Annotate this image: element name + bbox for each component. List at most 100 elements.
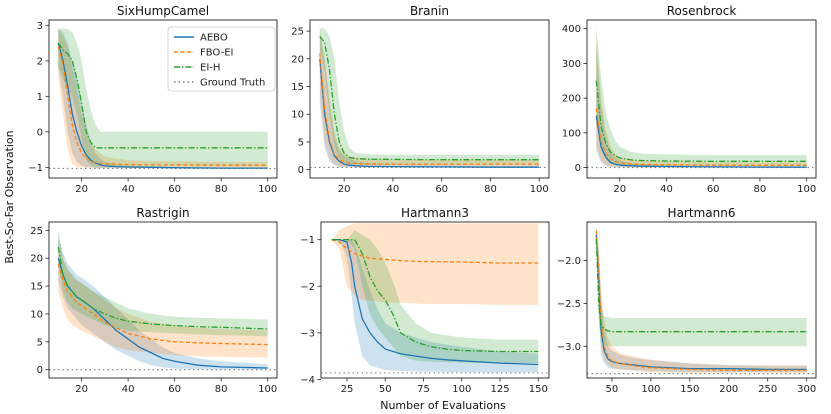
x-tick-label: 50 — [606, 384, 619, 395]
x-tick-label: 50 — [379, 384, 392, 395]
y-tick-label: 5 — [37, 337, 43, 348]
figure-ylabel: Best-So-Far Observation — [3, 130, 16, 263]
band-aebo — [331, 239, 539, 373]
x-tick-label: 75 — [417, 384, 430, 395]
line-fbo-ei — [595, 230, 807, 371]
axes-frame — [320, 221, 550, 379]
line-ei-h — [57, 42, 268, 149]
axes-frame — [309, 19, 550, 179]
band-ei-h — [596, 234, 807, 347]
y-tick-label: 15 — [291, 82, 304, 93]
legend-label-ei-h: EI-H — [200, 63, 220, 74]
y-tick-label: 0 — [37, 127, 43, 138]
band-fbo-ei — [331, 223, 539, 305]
legend-frame — [167, 26, 276, 92]
band-fbo-ei — [319, 31, 540, 168]
band-aebo — [596, 230, 807, 372]
line-ei-h — [57, 246, 268, 330]
line-ei-h — [319, 36, 540, 161]
panel-branin: 20 40 60 80 100 0 5 10 15 20 25 Branin — [291, 4, 550, 195]
y-tick-label: 20 — [291, 54, 304, 65]
line-fbo-ei — [331, 239, 539, 264]
panel-rosenbrock: 20 40 60 80 100 0 100 200 300 400 Rosenbrock — [562, 4, 817, 195]
band-fbo-ei — [58, 28, 268, 169]
x-tick-label: 100 — [452, 384, 471, 395]
x-tick-label: 60 — [168, 184, 181, 195]
line-aebo — [595, 115, 807, 168]
y-tick-label: 300 — [562, 59, 581, 70]
y-tick-label: 10 — [291, 110, 304, 121]
y-tick-label: −1 — [28, 163, 43, 174]
x-tick-label: 125 — [490, 384, 509, 395]
y-tick-label: 10 — [30, 309, 43, 320]
x-tick-label: 100 — [258, 384, 277, 395]
y-tick-label: 200 — [562, 94, 581, 105]
x-tick-label: 20 — [75, 384, 88, 395]
plot-area — [310, 28, 549, 169]
line-fbo-ei — [319, 53, 540, 165]
band-aebo — [319, 31, 540, 168]
x-tick-label: 40 — [122, 184, 135, 195]
x-tick-label: 100 — [530, 184, 549, 195]
y-tick-label: 5 — [298, 137, 304, 148]
y-tick-label: −2.5 — [557, 299, 581, 310]
figure-xlabel: Number of Evaluations — [380, 399, 506, 412]
band-aebo — [58, 235, 268, 370]
y-tick-label: 3 — [37, 21, 43, 32]
x-tick-label: 20 — [613, 184, 626, 195]
x-tick-label: 100 — [258, 184, 277, 195]
panel-title: Hartmann6 — [668, 206, 736, 220]
x-tick-label: 20 — [338, 184, 351, 195]
x-tick-label: 60 — [168, 384, 181, 395]
plot-area — [321, 223, 549, 374]
line-aebo — [331, 239, 539, 366]
band-ei-h — [58, 230, 268, 337]
panel-rastrigin: 20 40 60 80 100 0 5 10 15 20 25 Rastrigin — [30, 206, 278, 395]
line-aebo — [57, 42, 268, 169]
band-ei-h — [319, 28, 540, 165]
x-tick-label: 60 — [435, 184, 448, 195]
x-tick-label: 150 — [680, 384, 699, 395]
line-fbo-ei — [595, 108, 807, 166]
x-tick-label: 40 — [660, 184, 673, 195]
axes-frame — [48, 221, 278, 379]
y-tick-label: 2 — [37, 56, 43, 67]
band-ei-h — [331, 230, 539, 364]
line-aebo — [595, 234, 807, 371]
x-tick-label: 100 — [641, 384, 660, 395]
y-tick-label: −4 — [300, 375, 315, 386]
panel-title: Rastrigin — [136, 206, 189, 220]
band-aebo — [596, 46, 807, 168]
y-tick-label: −2.0 — [557, 256, 581, 267]
x-tick-label: 40 — [122, 384, 135, 395]
y-tick-label: 0 — [37, 365, 43, 376]
x-tick-label: 80 — [754, 184, 767, 195]
y-tick-label: 15 — [30, 282, 43, 293]
x-tick-label: 150 — [529, 384, 548, 395]
line-aebo — [57, 258, 268, 369]
y-tick-label: 25 — [291, 27, 304, 38]
panel-hartmann6: 50 100 150 200 250 300 −2.0 −2.5 −3.0 Hartmann6 — [557, 206, 817, 395]
legend-label-fbo-ei: FBO-EI — [200, 48, 233, 59]
panel-sixhumpcamel: 20 40 60 80 100 −1 0 1 2 3 SixHumpCamel — [28, 4, 278, 195]
panel-title: Rosenbrock — [667, 4, 737, 18]
x-tick-label: 250 — [758, 384, 777, 395]
legend-label-ground-truth: Ground Truth — [200, 78, 265, 89]
x-tick-label: 40 — [387, 184, 400, 195]
y-tick-label: 25 — [30, 226, 43, 237]
axes-frame — [586, 221, 817, 379]
y-tick-label: −3 — [300, 328, 315, 339]
axes-frame — [586, 19, 817, 179]
band-aebo — [58, 28, 268, 169]
band-ei-h — [596, 28, 807, 166]
y-tick-label: 400 — [562, 24, 581, 35]
y-tick-label: 0 — [575, 163, 581, 174]
band-fbo-ei — [58, 241, 268, 358]
y-tick-label: 0 — [298, 165, 304, 176]
y-tick-label: −3.0 — [557, 342, 581, 353]
line-ei-h — [595, 239, 807, 333]
line-fbo-ei — [57, 46, 268, 166]
legend-label-aebo: AEBO — [200, 33, 228, 44]
line-aebo — [319, 58, 540, 168]
